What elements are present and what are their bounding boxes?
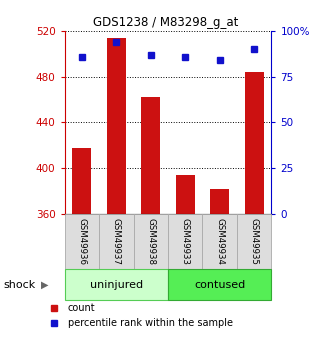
Bar <box>65 214 99 269</box>
Bar <box>72 148 91 214</box>
Bar <box>133 214 168 269</box>
Bar <box>168 269 271 300</box>
Text: uninjured: uninjured <box>90 280 143 289</box>
Text: ▶: ▶ <box>41 280 48 289</box>
Text: GSM49937: GSM49937 <box>112 218 121 265</box>
Bar <box>99 214 133 269</box>
Bar <box>245 72 264 214</box>
Bar <box>65 269 168 300</box>
Text: GSM49933: GSM49933 <box>181 218 190 265</box>
Text: contused: contused <box>194 280 245 289</box>
Text: shock: shock <box>3 280 35 289</box>
Bar <box>107 38 126 214</box>
Text: GDS1238 / M83298_g_at: GDS1238 / M83298_g_at <box>93 16 238 29</box>
Bar <box>210 189 229 214</box>
Bar <box>176 175 195 214</box>
Text: GSM49938: GSM49938 <box>146 218 155 265</box>
Text: GSM49935: GSM49935 <box>250 218 259 265</box>
Bar <box>203 214 237 269</box>
Bar <box>237 214 271 269</box>
Text: GSM49936: GSM49936 <box>77 218 86 265</box>
Text: GSM49934: GSM49934 <box>215 218 224 265</box>
Bar <box>168 214 203 269</box>
Bar <box>141 97 160 214</box>
Text: percentile rank within the sample: percentile rank within the sample <box>68 318 233 328</box>
Text: count: count <box>68 303 95 313</box>
